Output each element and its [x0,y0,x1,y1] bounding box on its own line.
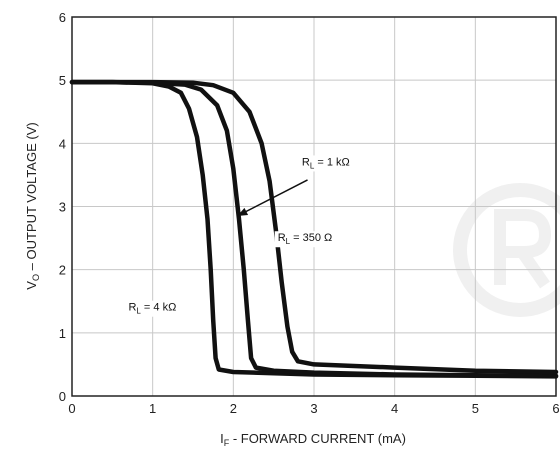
ann-350-sub: L [286,237,291,246]
ann-1k-main: R [302,156,310,168]
ann-4k: RL = 4 kΩ [125,300,180,317]
registered-watermark-icon [453,183,560,317]
x-tick-label-3: 3 [310,401,317,416]
annotation-arrow-head [237,207,249,216]
y-tick-label-6: 6 [59,10,66,25]
y-axis-label: VO – OUTPUT VOLTAGE (V) [24,122,41,289]
ann-1k-label: RL = 1 kΩ [302,156,350,170]
ann-350-rest: = 350 Ω [290,232,332,244]
x-tick-label-6: 6 [552,401,559,416]
x-tick-label-4: 4 [391,401,398,416]
x-tick-label-5: 5 [472,401,479,416]
x-tick-label-1: 1 [149,401,156,416]
series-group [69,79,559,379]
x-tick-label-0: 0 [68,401,75,416]
y-axis-ticks: 0 1 2 3 4 5 6 [59,10,66,404]
y-tick-label-4: 4 [59,136,66,151]
ann-350: RL = 350 Ω [274,231,336,248]
ann-350-label: RL = 350 Ω [278,232,333,246]
y-tick-label-5: 5 [59,73,66,88]
x-axis-ticks: 0 1 2 3 4 5 6 [68,401,559,416]
y-tick-label-3: 3 [59,200,66,215]
series-line-2 [69,79,559,375]
ann-1k-rest: = 1 kΩ [314,156,349,168]
annotation-arrow-layer [237,179,308,217]
plot-frame [71,16,557,397]
ann-1k-sub: L [310,161,315,170]
ann-4k-bg [125,300,180,317]
ann-1k: RL = 1 kΩ [298,155,353,172]
x-axis-label: IF - FORWARD CURRENT (mA) [220,431,406,448]
y-tick-label-0: 0 [59,389,66,404]
annotation-arrow-line [237,179,308,217]
y-tick-label-1: 1 [59,326,66,341]
ann-350-bg [274,231,336,248]
x-tick-label-2: 2 [230,401,237,416]
ann-4k-main: R [128,302,136,314]
ann-1k-bg [298,155,353,172]
ann-4k-sub: L [136,307,141,316]
y-tick-label-2: 2 [59,263,66,278]
ann-4k-label: RL = 4 kΩ [128,302,176,316]
ann-4k-rest: = 4 kΩ [141,302,176,314]
ann-350-main: R [278,232,286,244]
